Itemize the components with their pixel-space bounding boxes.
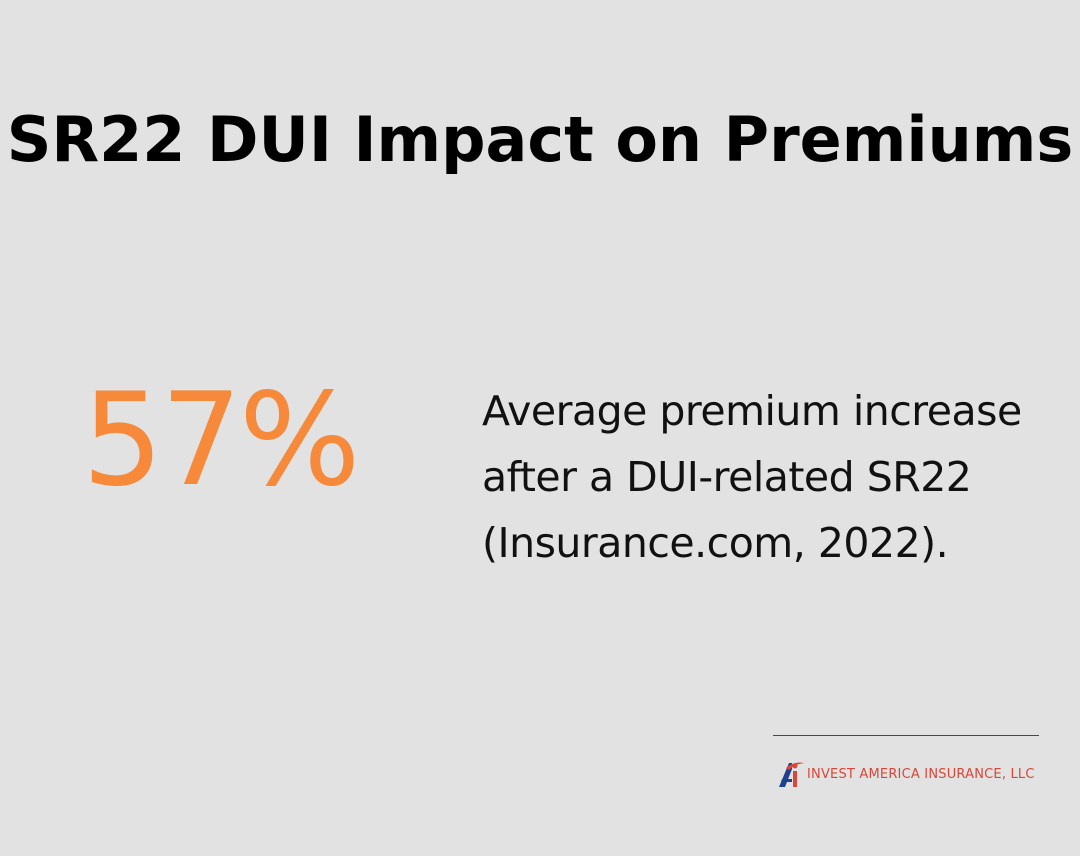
stat-description: Average premium increase after a DUI-rel… xyxy=(482,387,1022,567)
page-title: SR22 DUI Impact on Premiums xyxy=(6,103,1074,176)
stat-value: 57% xyxy=(82,366,361,515)
invest-america-ai-logo-icon xyxy=(779,762,804,787)
brand-footer: INVEST AMERICA INSURANCE, LLC xyxy=(778,758,1035,790)
footer-divider xyxy=(773,735,1039,736)
brand-name: INVEST AMERICA INSURANCE, LLC xyxy=(807,766,1035,782)
